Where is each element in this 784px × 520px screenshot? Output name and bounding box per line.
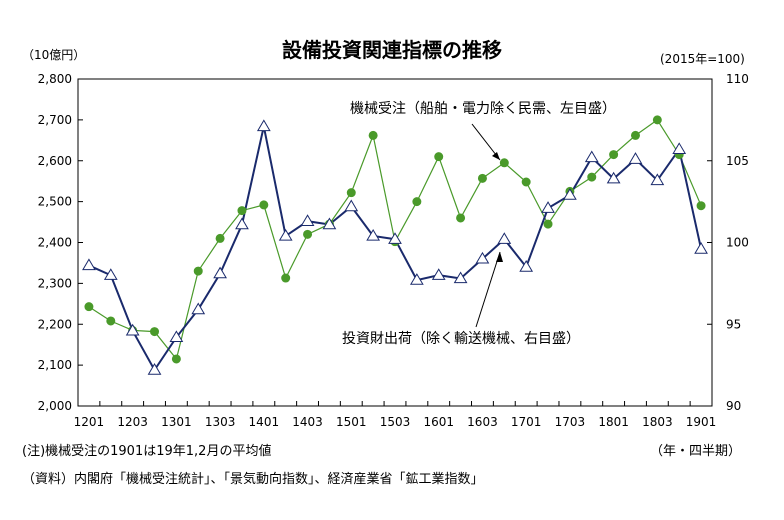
- y-left-tick-label: 2,800: [38, 72, 72, 86]
- y-right-tick-label: 90: [726, 399, 741, 413]
- x-tick-label: 1601: [423, 415, 454, 429]
- data-point-circle: [84, 302, 94, 312]
- y-left-tick-label: 2,300: [38, 276, 72, 290]
- x-tick-label: 1801: [598, 415, 629, 429]
- data-point-triangle: [256, 119, 271, 132]
- x-tick-label: 1603: [467, 415, 498, 429]
- data-point-triangle: [235, 217, 249, 230]
- data-point-circle: [281, 273, 291, 283]
- data-point-triangle: [694, 242, 708, 254]
- chart-note: (注)機械受注の1901は19年1,2月の平均値: [22, 444, 272, 459]
- data-point-triangle: [628, 152, 643, 164]
- data-point-circle: [193, 266, 203, 276]
- y-left-tick-label: 2,500: [38, 195, 72, 209]
- x-tick-label: 1403: [292, 415, 323, 429]
- y-left-tick-label: 2,700: [38, 113, 72, 127]
- data-point-circle: [434, 152, 444, 162]
- data-point-triangle: [388, 232, 402, 244]
- data-point-circle: [150, 327, 160, 337]
- data-point-triangle: [475, 251, 490, 264]
- data-point-triangle: [322, 217, 337, 230]
- data-point-circle: [237, 206, 247, 216]
- data-point-circle: [652, 115, 662, 125]
- y-left-tick-label: 2,400: [38, 236, 72, 250]
- data-point-circle: [543, 219, 553, 229]
- data-point-triangle: [453, 271, 468, 284]
- data-point-circle: [630, 130, 640, 140]
- data-point-triangle: [213, 266, 227, 279]
- chart-title: 設備投資関連指標の推移: [282, 38, 502, 62]
- y-left-tick-label: 2,000: [38, 399, 72, 413]
- x-tick-label: 1703: [555, 415, 586, 429]
- x-tick-label: 1301: [161, 415, 192, 429]
- data-point-triangle: [519, 260, 534, 272]
- data-point-triangle: [431, 268, 446, 280]
- data-point-circle: [346, 188, 356, 198]
- data-point-circle: [456, 213, 466, 223]
- data-point-triangle: [278, 228, 293, 241]
- data-point-triangle: [103, 268, 118, 280]
- data-point-triangle: [541, 201, 555, 213]
- data-point-triangle: [82, 258, 96, 271]
- x-tick-label: 1701: [511, 415, 542, 429]
- data-point-circle: [259, 200, 269, 210]
- data-point-triangle: [606, 171, 621, 184]
- data-point-triangle: [147, 363, 162, 375]
- y-left-tick-label: 2,100: [38, 358, 72, 372]
- x-tick-label: 1303: [205, 415, 236, 429]
- x-tick-label: 1501: [336, 415, 367, 429]
- data-point-circle: [303, 229, 313, 239]
- y-right-tick-label: 100: [726, 236, 749, 250]
- y-right-tick-label: 105: [726, 154, 749, 168]
- x-tick-label: 1201: [74, 415, 105, 429]
- period-unit: （年・四半期）: [650, 444, 742, 459]
- right-axis-unit: (2015年=100): [660, 52, 745, 66]
- chart-source: （資料）内閣府「機械受注統計」、「景気動向指数」、経済産業省「鉱工業指数」: [22, 472, 484, 487]
- x-tick-label: 1401: [249, 415, 280, 429]
- data-point-circle: [412, 197, 422, 207]
- data-point-circle: [499, 158, 509, 168]
- data-point-triangle: [672, 142, 687, 155]
- data-point-triangle: [300, 214, 315, 226]
- data-point-circle: [696, 201, 706, 211]
- data-point-circle: [368, 130, 378, 140]
- data-point-triangle: [650, 173, 665, 186]
- annotation-arrowhead: [496, 252, 503, 262]
- data-point-triangle: [497, 232, 512, 244]
- data-point-triangle: [344, 199, 359, 212]
- data-point-circle: [477, 173, 487, 183]
- data-point-circle: [521, 177, 531, 187]
- annotation-arrow-line: [475, 251, 501, 328]
- y-left-tick-label: 2,200: [38, 317, 72, 331]
- data-point-triangle: [366, 228, 381, 241]
- y-right-tick-label: 110: [726, 72, 749, 86]
- data-point-triangle: [584, 150, 599, 163]
- data-point-circle: [587, 172, 597, 182]
- data-point-triangle: [563, 188, 577, 200]
- left-axis-unit: （10億円）: [22, 48, 86, 62]
- y-left-tick-label: 2,600: [38, 154, 72, 168]
- data-point-circle: [609, 150, 619, 160]
- data-point-triangle: [169, 330, 184, 343]
- data-point-triangle: [125, 323, 140, 336]
- data-point-triangle: [409, 273, 424, 285]
- annotation-arrowhead: [492, 152, 500, 160]
- x-tick-label: 1503: [380, 415, 411, 429]
- x-tick-label: 1901: [686, 415, 717, 429]
- annotation-investment-shipments: 投資財出荷（除く輸送機械、右目盛）: [342, 331, 580, 347]
- x-tick-label: 1203: [117, 415, 148, 429]
- data-point-triangle: [191, 302, 206, 315]
- data-point-circle: [106, 316, 116, 326]
- data-point-circle: [215, 233, 225, 243]
- y-right-tick-label: 95: [726, 317, 741, 331]
- data-point-circle: [171, 354, 181, 364]
- x-tick-label: 1803: [642, 415, 673, 429]
- annotation-machinery-orders: 機械受注（船舶・電力除く民需、左目盛）: [350, 101, 616, 117]
